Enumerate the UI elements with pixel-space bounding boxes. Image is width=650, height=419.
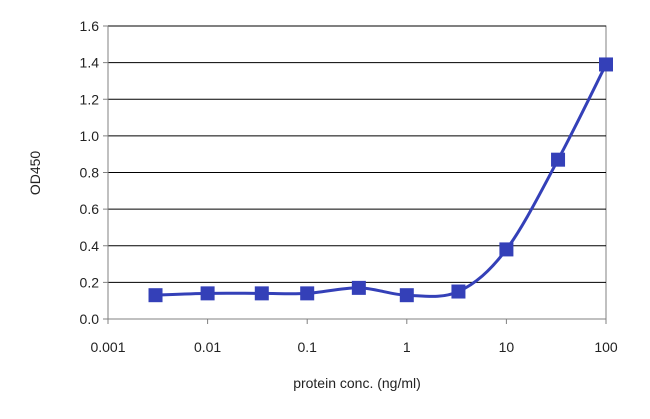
y-tick-label: 1.2	[80, 91, 100, 107]
data-point	[499, 242, 514, 257]
y-tick-label: 1.6	[80, 18, 100, 34]
data-point	[148, 288, 163, 303]
x-tick-label: 100	[594, 339, 618, 355]
data-point	[254, 286, 269, 301]
data-point	[399, 288, 414, 303]
y-tick-label: 0.6	[80, 201, 100, 217]
x-tick-label: 0.1	[297, 339, 317, 355]
x-axis-title: protein conc. (ng/ml)	[293, 375, 421, 391]
data-point	[599, 57, 613, 72]
x-tick-label: 10	[499, 339, 515, 355]
x-tick-label: 1	[403, 339, 411, 355]
y-tick-label: 1.0	[80, 128, 100, 144]
data-point	[200, 286, 215, 301]
gridlines	[108, 25, 606, 283]
data-point	[300, 286, 315, 301]
data-point	[551, 152, 566, 167]
data-point	[351, 280, 366, 295]
y-tick-label: 1.4	[80, 55, 100, 71]
x-tick-label: 0.01	[194, 339, 221, 355]
y-axis: 0.0 0.2 0.4 0.6 0.8 1.0 1.2 1.4 1.6	[80, 18, 109, 327]
x-axis: 0.001 0.01 0.1 1 10 100	[90, 318, 618, 355]
x-tick-label: 0.001	[90, 339, 125, 355]
y-axis-title: OD450	[27, 151, 43, 196]
series-group	[148, 57, 613, 303]
y-tick-label: 0.2	[80, 274, 100, 290]
y-tick-label: 0.0	[80, 311, 100, 327]
data-point	[451, 284, 466, 299]
y-tick-label: 0.4	[80, 238, 100, 254]
y-tick-label: 0.8	[80, 165, 100, 181]
